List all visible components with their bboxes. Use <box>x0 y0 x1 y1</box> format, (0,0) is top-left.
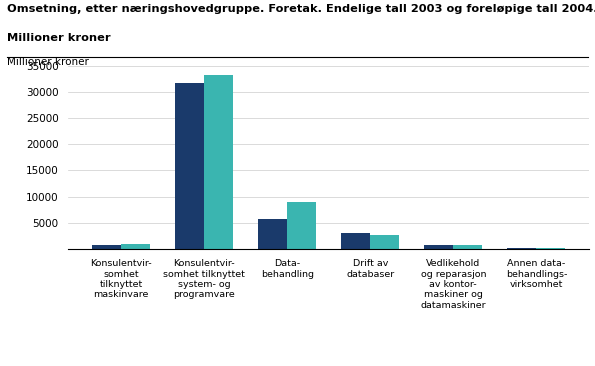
Bar <box>92 245 121 249</box>
Bar <box>341 233 370 249</box>
Bar <box>370 235 399 249</box>
Bar <box>258 219 287 249</box>
Text: Omsetning, etter næringshovedgruppe. Foretak. Endelige tall 2003 og foreløpige t: Omsetning, etter næringshovedgruppe. For… <box>7 4 595 14</box>
Bar <box>121 244 150 249</box>
Bar <box>287 202 317 249</box>
Bar <box>424 245 453 249</box>
Text: Millioner kroner: Millioner kroner <box>7 57 89 67</box>
Bar <box>175 83 204 249</box>
Bar <box>453 245 483 249</box>
Bar <box>204 75 233 249</box>
Text: Millioner kroner: Millioner kroner <box>7 33 111 43</box>
